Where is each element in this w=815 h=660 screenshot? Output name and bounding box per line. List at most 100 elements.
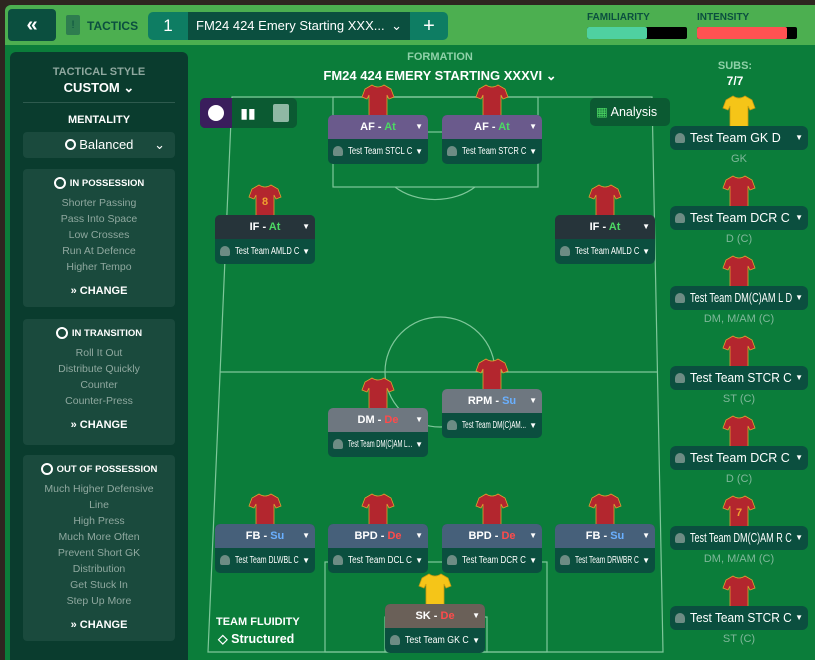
person-icon xyxy=(447,146,457,156)
player-name-dropdown[interactable]: Test Team AMLD C ▼ xyxy=(555,239,655,264)
player-name-dropdown[interactable]: Test Team DLWBL C ▼ xyxy=(215,548,315,573)
tactic-name-dropdown[interactable]: FM24 424 Emery Starting XXX... ⌄ xyxy=(188,12,410,40)
change-label: CHANGE xyxy=(79,285,128,297)
duty: De xyxy=(440,610,455,622)
role-duty-dropdown[interactable]: IF - At ▼ xyxy=(555,215,655,239)
out-of-possession-section: OUT OF POSSESSION Much Higher Defensive L… xyxy=(23,455,175,641)
player-name: Test Team DCL C xyxy=(348,555,412,566)
sub-player-dropdown[interactable]: Test Team STCR C ▼ xyxy=(670,606,808,630)
team-fluidity-label: TEAM FLUIDITY xyxy=(216,616,300,628)
player-name: Test Team DCR C xyxy=(690,451,790,465)
role: AF xyxy=(360,121,375,133)
player-name: Test Team STCL C xyxy=(348,146,413,157)
role-duty-dropdown[interactable]: FB - Su ▼ xyxy=(215,524,315,548)
mentality-dropdown[interactable]: Balanced ⌄ xyxy=(23,132,175,158)
change-button[interactable]: » CHANGE xyxy=(70,419,128,431)
sub-player-dropdown[interactable]: Test Team DCR C ▼ xyxy=(670,446,808,470)
player-name: Test Team DRWBR C xyxy=(575,555,639,566)
tactic-selector[interactable]: 1 FM24 424 Emery Starting XXX... ⌄ + xyxy=(148,12,448,40)
instruction-item: Get Stuck In xyxy=(70,579,128,591)
player-slot-fb[interactable]: FB - Su ▼ Test Team DLWBL C ▼ xyxy=(215,524,315,573)
sub-player-dropdown[interactable]: Test Team DCR C ▼ xyxy=(670,206,808,230)
role-duty-dropdown[interactable]: BPD - De ▼ xyxy=(328,524,428,548)
change-button[interactable]: » CHANGE xyxy=(70,619,128,631)
instruction-item: Much More Often xyxy=(58,531,140,543)
person-icon xyxy=(675,613,685,623)
mentality-label: MENTALITY xyxy=(67,114,131,126)
person-icon xyxy=(560,246,570,256)
player-name-dropdown[interactable]: Test Team DM(C)AM... ▼ xyxy=(442,413,542,438)
divider xyxy=(23,102,175,103)
duty: De xyxy=(387,530,402,542)
transition-icon xyxy=(55,327,68,339)
person-icon xyxy=(675,213,685,223)
diamond-icon: ◇ xyxy=(218,632,228,646)
familiarity-meter[interactable] xyxy=(587,27,687,39)
analysis-button[interactable]: ▦ Analysis xyxy=(590,98,670,126)
sub-position: D (C) xyxy=(725,473,753,485)
sub-player-dropdown[interactable]: Test Team DM(C)AM R C ▼ xyxy=(670,526,808,550)
chevron-down-icon: ⌄ xyxy=(123,80,135,95)
player-name-dropdown[interactable]: Test Team DM(C)AM L... ▼ xyxy=(328,432,428,457)
player-slot-af[interactable]: AF - At ▼ Test Team STCL C ▼ xyxy=(328,115,428,164)
player-slot-rpm[interactable]: RPM - Su ▼ Test Team DM(C)AM... ▼ xyxy=(442,389,542,438)
caret-down-icon: ▼ xyxy=(415,147,423,156)
player-name: Test Team DM(C)AM L... xyxy=(348,439,413,450)
sub-player-dropdown[interactable]: Test Team DM(C)AM L D ▼ xyxy=(670,286,808,310)
player-view-button[interactable] xyxy=(200,98,232,128)
player-name: Test Team STCR C xyxy=(690,611,792,625)
player-name-dropdown[interactable]: Test Team DRWBR C ▼ xyxy=(555,548,655,573)
formation-dropdown[interactable]: FM24 424 EMERY STARTING XXXVI ⌄ xyxy=(290,68,590,84)
player-slot-af[interactable]: AF - At ▼ Test Team STCR C ▼ xyxy=(442,115,542,164)
instruction-item: Distribute Quickly xyxy=(58,363,140,375)
role-duty-dropdown[interactable]: AF - At ▼ xyxy=(442,115,542,139)
player-slot-if[interactable]: IF - At ▼ Test Team AMLD C ▼ xyxy=(215,215,315,264)
instructions-view-button[interactable] xyxy=(264,98,297,128)
sub-player-dropdown[interactable]: Test Team GK D ▼ xyxy=(670,126,808,150)
caret-down-icon: ▼ xyxy=(642,247,650,256)
player-slot-bpd[interactable]: BPD - De ▼ Test Team DCR C ▼ xyxy=(442,524,542,573)
role-duty-dropdown[interactable]: BPD - De ▼ xyxy=(442,524,542,548)
caret-down-icon: ▼ xyxy=(302,556,310,565)
change-label: CHANGE xyxy=(79,619,128,631)
intensity-meter[interactable] xyxy=(697,27,797,39)
caret-down-icon: ▼ xyxy=(415,122,423,131)
chevron-down-icon: ⌄ xyxy=(154,137,165,152)
role: IF xyxy=(249,221,260,233)
role-duty-dropdown[interactable]: FB - Su ▼ xyxy=(555,524,655,548)
player-name-dropdown[interactable]: Test Team DCL C ▼ xyxy=(328,548,428,573)
double-chevron-left-icon: « xyxy=(26,13,38,36)
role-duty-dropdown[interactable]: RPM - Su ▼ xyxy=(442,389,542,413)
role-duty-dropdown[interactable]: IF - At ▼ xyxy=(215,215,315,239)
person-icon xyxy=(675,533,685,543)
player-name-dropdown[interactable]: Test Team STCR C ▼ xyxy=(442,139,542,164)
player-name-dropdown[interactable]: Test Team DCR C ▼ xyxy=(442,548,542,573)
role-duty-dropdown[interactable]: SK - De ▼ xyxy=(385,604,485,628)
player-slot-dm[interactable]: DM - De ▼ Test Team DM(C)AM L... ▼ xyxy=(328,408,428,457)
change-button[interactable]: » CHANGE xyxy=(70,285,128,297)
stats-view-button[interactable]: ▮▮ xyxy=(232,98,264,128)
duty: De xyxy=(384,414,399,426)
subs-label: SUBS: xyxy=(717,60,753,72)
tactic-number[interactable]: 1 xyxy=(163,16,173,35)
player-slot-if[interactable]: IF - At ▼ Test Team AMLD C ▼ xyxy=(555,215,655,264)
back-button[interactable]: « xyxy=(8,9,56,41)
player-slot-sk[interactable]: SK - De ▼ Test Team GK C ▼ xyxy=(385,604,485,653)
role-duty-dropdown[interactable]: DM - De ▼ xyxy=(328,408,428,432)
add-tactic-button[interactable]: + xyxy=(423,15,435,37)
player-name-dropdown[interactable]: Test Team AMLD C ▼ xyxy=(215,239,315,264)
shirt-icon xyxy=(475,493,509,526)
player-slot-bpd[interactable]: BPD - De ▼ Test Team DCL C ▼ xyxy=(328,524,428,573)
tactical-style-dropdown[interactable]: CUSTOM ⌄ xyxy=(10,80,188,96)
shirt-icon xyxy=(588,184,622,217)
instruction-item: Step Up More xyxy=(66,595,132,607)
player-name-dropdown[interactable]: Test Team STCL C ▼ xyxy=(328,139,428,164)
player-name-dropdown[interactable]: Test Team GK C ▼ xyxy=(385,628,485,653)
player-slot-fb[interactable]: FB - Su ▼ Test Team DRWBR C ▼ xyxy=(555,524,655,573)
caret-down-icon: ▼ xyxy=(642,222,650,231)
role-duty-dropdown[interactable]: AF - At ▼ xyxy=(328,115,428,139)
sub-player-dropdown[interactable]: Test Team STCR C ▼ xyxy=(670,366,808,390)
goalkeeper-shirt-icon xyxy=(418,573,452,606)
player-name: Test Team DM(C)AM R C xyxy=(690,531,792,545)
tactics-label: TACTICS xyxy=(87,19,139,33)
